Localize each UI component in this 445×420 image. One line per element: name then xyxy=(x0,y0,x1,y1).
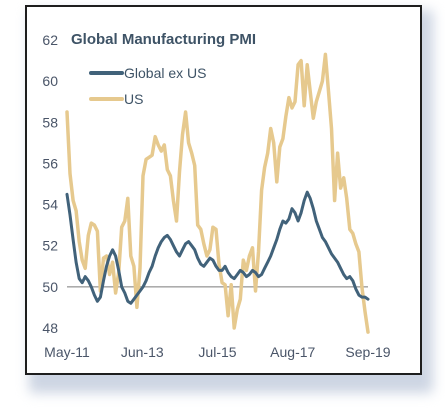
x-axis: May-11 Jun-13 Jul-15 Aug-17 Sep-19 xyxy=(44,344,391,360)
x-tick-label: Jul-15 xyxy=(198,344,236,360)
y-tick-label: 56 xyxy=(42,155,58,171)
y-tick-label: 54 xyxy=(42,197,58,213)
y-tick-label: 58 xyxy=(42,114,58,130)
y-tick-label: 60 xyxy=(42,73,58,89)
series-group xyxy=(65,52,370,334)
legend-label-us: US xyxy=(124,91,143,107)
x-tick-label: Jun-13 xyxy=(121,344,164,360)
series-line-global-ex-us xyxy=(65,190,370,305)
y-tick-label: 52 xyxy=(42,238,58,254)
y-axis: 48 50 52 54 56 58 60 62 xyxy=(42,32,58,336)
x-tick-label: Aug-17 xyxy=(270,344,315,360)
y-tick-label: 62 xyxy=(42,32,58,48)
legend-label-global-ex-us: Global ex US xyxy=(124,65,206,81)
chart-card xyxy=(25,5,422,375)
series-line-us xyxy=(65,52,370,334)
y-tick-label: 50 xyxy=(42,279,58,295)
chart-title: Global Manufacturing PMI xyxy=(71,31,256,48)
y-tick-label: 48 xyxy=(42,320,58,336)
x-tick-label: Sep-19 xyxy=(345,344,390,360)
x-tick-label: May-11 xyxy=(44,344,90,360)
